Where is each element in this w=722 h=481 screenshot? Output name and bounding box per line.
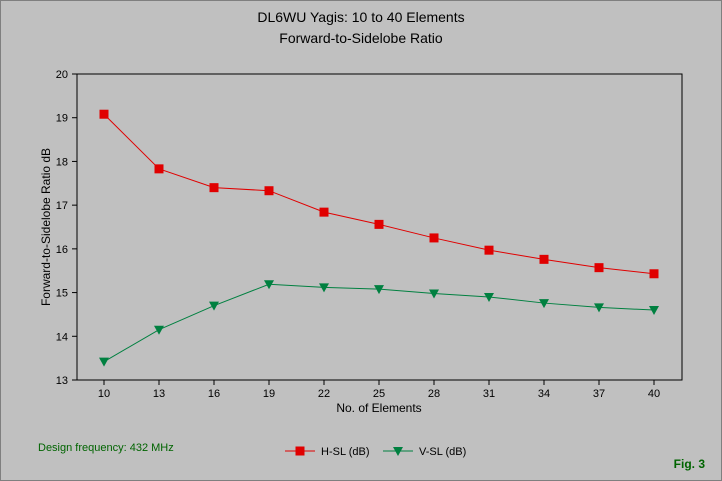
- data-point-series-1: [594, 303, 604, 313]
- y-tick-label: 19: [56, 113, 68, 125]
- data-point-series-0: [264, 186, 274, 196]
- x-tick-label: 25: [373, 388, 385, 400]
- y-tick-label: 18: [56, 156, 68, 168]
- x-tick-label: 13: [153, 388, 165, 400]
- data-point-series-1: [649, 306, 659, 316]
- x-tick-label: 31: [483, 388, 495, 400]
- data-point-series-1: [374, 285, 384, 295]
- x-tick-label: 22: [318, 388, 330, 400]
- x-tick-label: 19: [263, 388, 275, 400]
- x-tick-label: 37: [593, 388, 605, 400]
- chart-title: DL6WU Yagis: 10 to 40 Elements: [257, 9, 464, 25]
- y-tick-label: 13: [56, 375, 68, 387]
- data-point-series-0: [209, 183, 219, 193]
- legend: H-SL (dB) V-SL (dB): [285, 446, 466, 458]
- chart-subtitle: Forward-to-Sidelobe Ratio: [279, 30, 443, 46]
- data-point-series-1: [154, 325, 164, 335]
- data-point-series-0: [319, 207, 329, 217]
- legend-marker: [295, 446, 305, 456]
- series-line-1: [103, 283, 655, 363]
- series-line-0: [103, 113, 655, 275]
- x-axis-label: No. of Elements: [336, 401, 421, 415]
- y-tick-label: 20: [56, 69, 68, 81]
- data-point-series-0: [429, 233, 439, 243]
- data-point-series-0: [484, 245, 494, 255]
- legend-label: H-SL (dB): [321, 446, 370, 458]
- y-tick-label: 17: [56, 200, 68, 212]
- data-point-series-1: [319, 283, 329, 293]
- legend-label: V-SL (dB): [419, 446, 466, 458]
- x-axis: 10 13 16 19 22 25 28 31 34 37 40: [98, 380, 660, 400]
- series-layer: [99, 109, 659, 367]
- y-tick-label: 16: [56, 244, 68, 256]
- data-point-series-1: [484, 292, 494, 302]
- y-axis-label: Forward-to-Sidelobe Ratio dB: [39, 148, 53, 306]
- y-tick-label: 14: [56, 331, 68, 343]
- y-tick-label: 15: [56, 288, 68, 300]
- design-frequency-note: Design frequency: 432 MHz: [38, 442, 174, 454]
- data-point-series-0: [154, 164, 164, 174]
- data-point-series-0: [99, 109, 109, 119]
- x-tick-label: 10: [98, 388, 110, 400]
- data-point-series-1: [429, 289, 439, 299]
- data-point-series-0: [374, 219, 384, 229]
- data-point-series-1: [99, 357, 109, 367]
- data-point-series-1: [264, 280, 274, 290]
- x-tick-label: 16: [208, 388, 220, 400]
- data-point-series-1: [209, 301, 219, 311]
- figure-label: Fig. 3: [674, 457, 706, 471]
- data-point-series-0: [649, 269, 659, 279]
- data-point-series-0: [539, 254, 549, 264]
- x-tick-label: 34: [538, 388, 550, 400]
- data-point-series-0: [594, 263, 604, 273]
- x-tick-label: 28: [428, 388, 440, 400]
- legend-marker: [393, 447, 403, 456]
- y-axis: 13 14 15 16 17 18 19 20: [56, 69, 77, 387]
- data-point-series-1: [539, 299, 549, 309]
- x-tick-label: 40: [648, 388, 660, 400]
